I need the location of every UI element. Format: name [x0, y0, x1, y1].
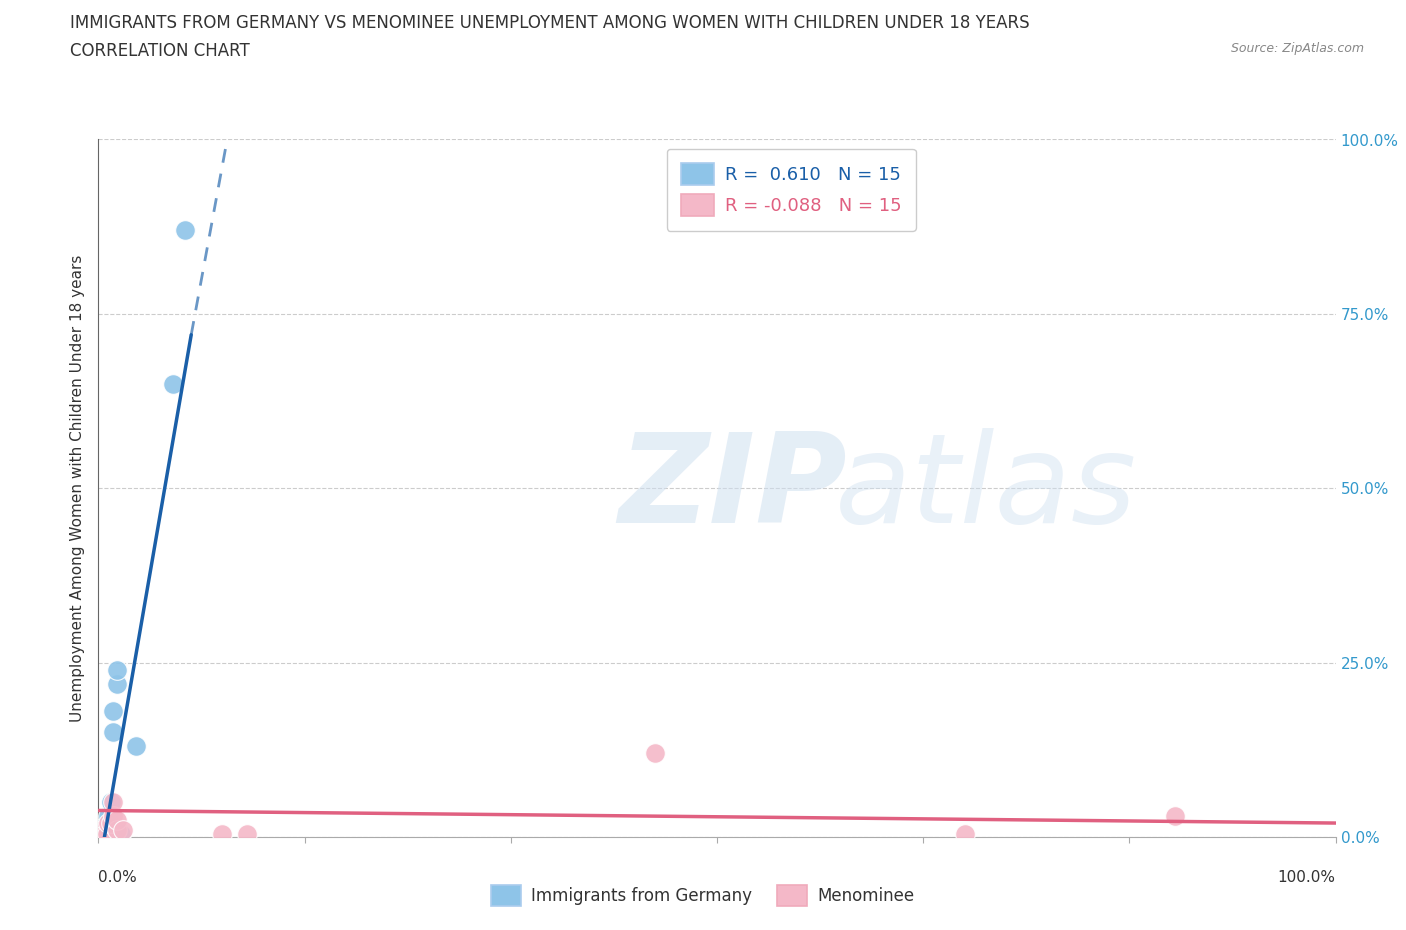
Point: [174, 223, 197, 238]
Point: [1164, 809, 1187, 824]
Point: [96, 826, 118, 841]
Point: [96, 816, 118, 830]
Point: [103, 809, 125, 824]
Text: 100.0%: 100.0%: [1278, 870, 1336, 884]
Point: [97, 816, 120, 830]
Point: [100, 823, 122, 838]
Point: [100, 816, 122, 830]
Y-axis label: Unemployment Among Women with Children Under 18 years: Unemployment Among Women with Children U…: [70, 255, 86, 722]
Point: [100, 826, 122, 841]
Point: [644, 746, 666, 761]
Text: 0.0%: 0.0%: [98, 870, 138, 884]
Text: atlas: atlas: [835, 428, 1136, 549]
Text: Source: ZipAtlas.com: Source: ZipAtlas.com: [1230, 42, 1364, 55]
Point: [100, 794, 122, 809]
Point: [96, 823, 118, 838]
Point: [211, 826, 233, 841]
Point: [110, 826, 132, 841]
Point: [953, 826, 976, 841]
Point: [105, 823, 128, 838]
Point: [103, 794, 125, 809]
Point: [105, 662, 128, 677]
Point: [93, 826, 115, 841]
Legend: R =  0.610   N = 15, R = -0.088   N = 15: R = 0.610 N = 15, R = -0.088 N = 15: [666, 149, 915, 231]
Legend: Immigrants from Germany, Menominee: Immigrants from Germany, Menominee: [485, 879, 921, 912]
Point: [236, 826, 259, 841]
Point: [112, 823, 135, 838]
Text: CORRELATION CHART: CORRELATION CHART: [70, 42, 250, 60]
Point: [103, 725, 125, 740]
Point: [105, 676, 128, 691]
Point: [91, 823, 114, 838]
Text: ZIP: ZIP: [619, 428, 846, 549]
Point: [97, 809, 120, 824]
Point: [162, 376, 184, 391]
Point: [93, 826, 115, 841]
Point: [103, 704, 125, 719]
Point: [124, 738, 146, 753]
Point: [105, 812, 128, 827]
Text: IMMIGRANTS FROM GERMANY VS MENOMINEE UNEMPLOYMENT AMONG WOMEN WITH CHILDREN UNDE: IMMIGRANTS FROM GERMANY VS MENOMINEE UNE…: [70, 14, 1031, 32]
